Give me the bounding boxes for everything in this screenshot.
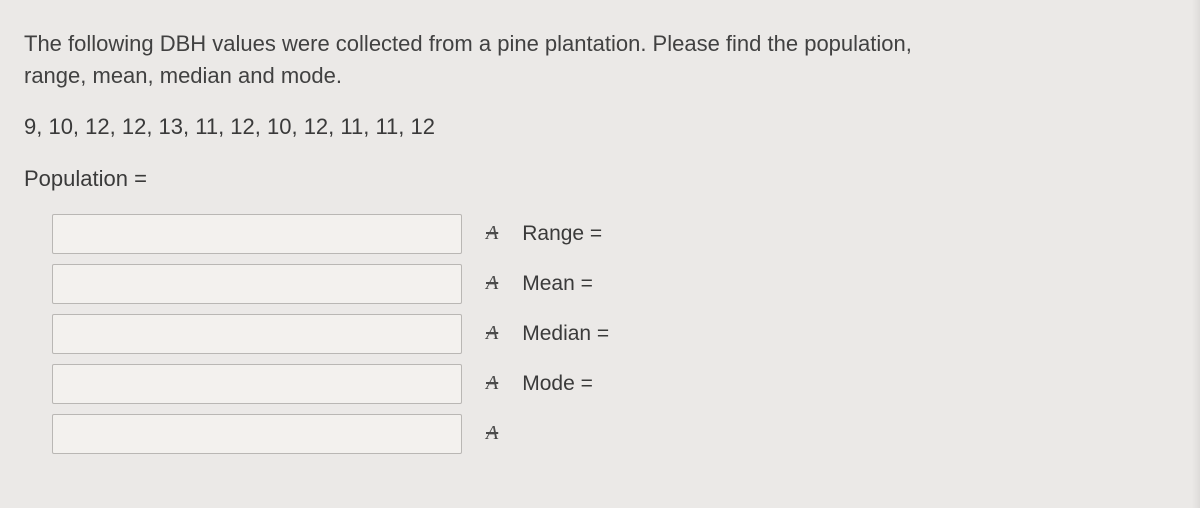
format-icon[interactable]: A [486, 322, 498, 345]
format-icon[interactable]: A [486, 272, 498, 295]
answer-row-median: A Median = [52, 310, 1176, 358]
mean-input[interactable] [52, 314, 462, 354]
population-input[interactable] [52, 214, 462, 254]
population-label: Population = [24, 166, 1176, 192]
answer-row-mean: A Mean = [52, 260, 1176, 308]
answer-inputs-area: A Range = A Mean = A Median = A Mode = A [52, 210, 1176, 458]
mode-label: Mode = [522, 372, 593, 396]
data-values-text: 9, 10, 12, 12, 13, 11, 12, 10, 12, 11, 1… [24, 114, 1176, 140]
range-input[interactable] [52, 264, 462, 304]
format-icon[interactable]: A [486, 372, 498, 395]
median-label: Median = [522, 322, 609, 346]
median-input[interactable] [52, 364, 462, 404]
answer-row-range: A Range = [52, 210, 1176, 258]
format-icon[interactable]: A [486, 222, 498, 245]
question-page: The following DBH values were collected … [0, 0, 1200, 508]
question-intro-text: The following DBH values were collected … [24, 28, 924, 92]
mean-label: Mean = [522, 272, 593, 296]
answer-row-mode: A Mode = [52, 360, 1176, 408]
answer-row-extra: A [52, 410, 1176, 458]
mode-input[interactable] [52, 414, 462, 454]
format-icon[interactable]: A [486, 422, 498, 445]
range-label: Range = [522, 222, 602, 246]
